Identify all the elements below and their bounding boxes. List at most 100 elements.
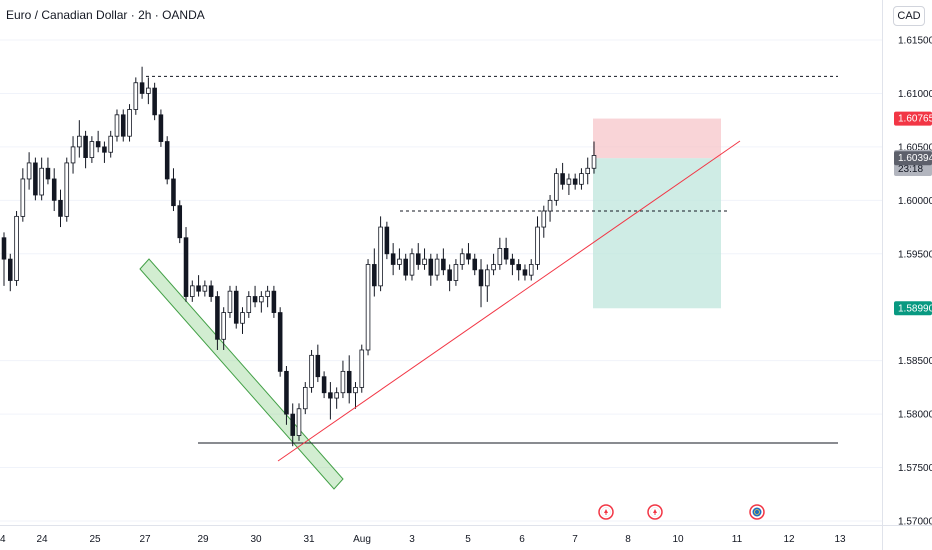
candle xyxy=(51,168,57,212)
candle-body xyxy=(478,269,484,287)
candle xyxy=(453,259,459,286)
candle xyxy=(503,237,509,265)
candle-body xyxy=(441,258,446,271)
time-tick-label: Aug xyxy=(353,534,371,545)
price-tick-label: 1.57000 xyxy=(898,517,932,528)
candle xyxy=(139,66,145,99)
candle-body xyxy=(390,253,396,265)
candle-body xyxy=(422,258,427,265)
candle xyxy=(372,248,377,297)
stop-price-tag: 1.60765 xyxy=(894,111,932,126)
entry-price-tag: 1.60394 xyxy=(894,151,932,166)
candle xyxy=(271,285,277,318)
candle xyxy=(566,173,572,195)
candle-body xyxy=(1,237,7,260)
candle-body xyxy=(7,258,13,281)
candle xyxy=(70,136,76,174)
candle xyxy=(378,216,383,292)
candle xyxy=(277,307,283,377)
candle xyxy=(334,387,339,409)
currency-button[interactable]: CAD xyxy=(893,6,925,26)
candle-body xyxy=(434,258,440,276)
candle-body xyxy=(158,114,164,142)
time-tick-label: 31 xyxy=(303,534,315,545)
candle-body xyxy=(152,87,157,116)
price-axis[interactable]: 1.61500 1.61000 1.60500 1.60000 1.59500 1.585… xyxy=(898,36,932,528)
candle-body xyxy=(522,269,528,276)
candle xyxy=(127,104,132,142)
price-tick-label: 1.57500 xyxy=(898,463,932,474)
candle-body xyxy=(365,264,371,351)
candle xyxy=(215,291,220,350)
candle xyxy=(321,371,327,399)
chart-grid xyxy=(0,39,882,522)
candle xyxy=(528,259,534,281)
time-axis[interactable]: 24 25 27 29 30 31 Aug 3 5 6 7 8 10 11 12 13 14 xyxy=(0,534,846,545)
time-tick-label: 7 xyxy=(572,534,578,545)
time-tick-label: 29 xyxy=(197,534,209,545)
candle-body xyxy=(221,312,226,340)
stop-loss-zone[interactable] xyxy=(593,118,721,159)
candle xyxy=(58,189,63,228)
time-tick-label: 11 xyxy=(732,534,743,545)
candle xyxy=(579,168,584,190)
time-tick-label: 27 xyxy=(139,534,151,545)
candle-body xyxy=(378,226,383,287)
candle xyxy=(309,349,314,393)
candle-body xyxy=(415,253,421,265)
candle-body xyxy=(58,199,63,217)
candle xyxy=(252,285,258,308)
candle xyxy=(1,232,7,286)
candle-body xyxy=(334,392,339,399)
candle xyxy=(102,141,107,163)
price-tick-label: 1.61000 xyxy=(898,89,932,100)
candle xyxy=(441,248,446,276)
price-tick-label: 1.59500 xyxy=(898,249,932,260)
maple-leaf-icon xyxy=(653,509,657,513)
candle-body xyxy=(510,258,515,265)
candle-body xyxy=(447,269,452,281)
candle xyxy=(541,205,547,238)
candlestick-series xyxy=(1,66,597,447)
candle xyxy=(447,264,452,292)
candle-body xyxy=(547,199,553,212)
candle-body xyxy=(271,290,277,313)
candle-body xyxy=(202,285,208,292)
candle-body xyxy=(560,173,565,185)
candle-body xyxy=(284,370,289,415)
candle-body xyxy=(346,370,352,394)
economic-events[interactable] xyxy=(598,504,765,520)
candle xyxy=(478,259,484,308)
candle-body xyxy=(491,264,496,271)
candle xyxy=(466,243,471,265)
candle xyxy=(554,168,559,206)
take-profit-zone[interactable] xyxy=(593,158,721,309)
candle xyxy=(415,243,421,270)
ascending-trendline[interactable] xyxy=(277,140,741,462)
candle-body xyxy=(77,135,82,148)
candle xyxy=(108,130,113,158)
candle-body xyxy=(45,167,51,180)
entry-price-tag-bg xyxy=(894,151,932,166)
candle xyxy=(302,382,308,415)
candle xyxy=(259,291,264,313)
candle xyxy=(20,168,26,222)
candle-body xyxy=(252,296,258,303)
candle xyxy=(485,264,490,302)
candle-body xyxy=(139,82,145,94)
entry-price-tag-text: 1.60394 xyxy=(898,153,932,164)
time-tick-label: 24 xyxy=(36,534,48,545)
candle xyxy=(158,109,164,147)
candle-body xyxy=(585,167,591,175)
candle-body xyxy=(403,258,408,276)
candle-body xyxy=(566,178,572,185)
candle-body xyxy=(516,264,521,271)
candle xyxy=(403,253,408,281)
candle-body xyxy=(64,162,70,217)
candle xyxy=(572,173,578,190)
candle xyxy=(340,360,346,399)
target-price-tag-bg xyxy=(894,301,932,316)
candle xyxy=(522,264,528,281)
